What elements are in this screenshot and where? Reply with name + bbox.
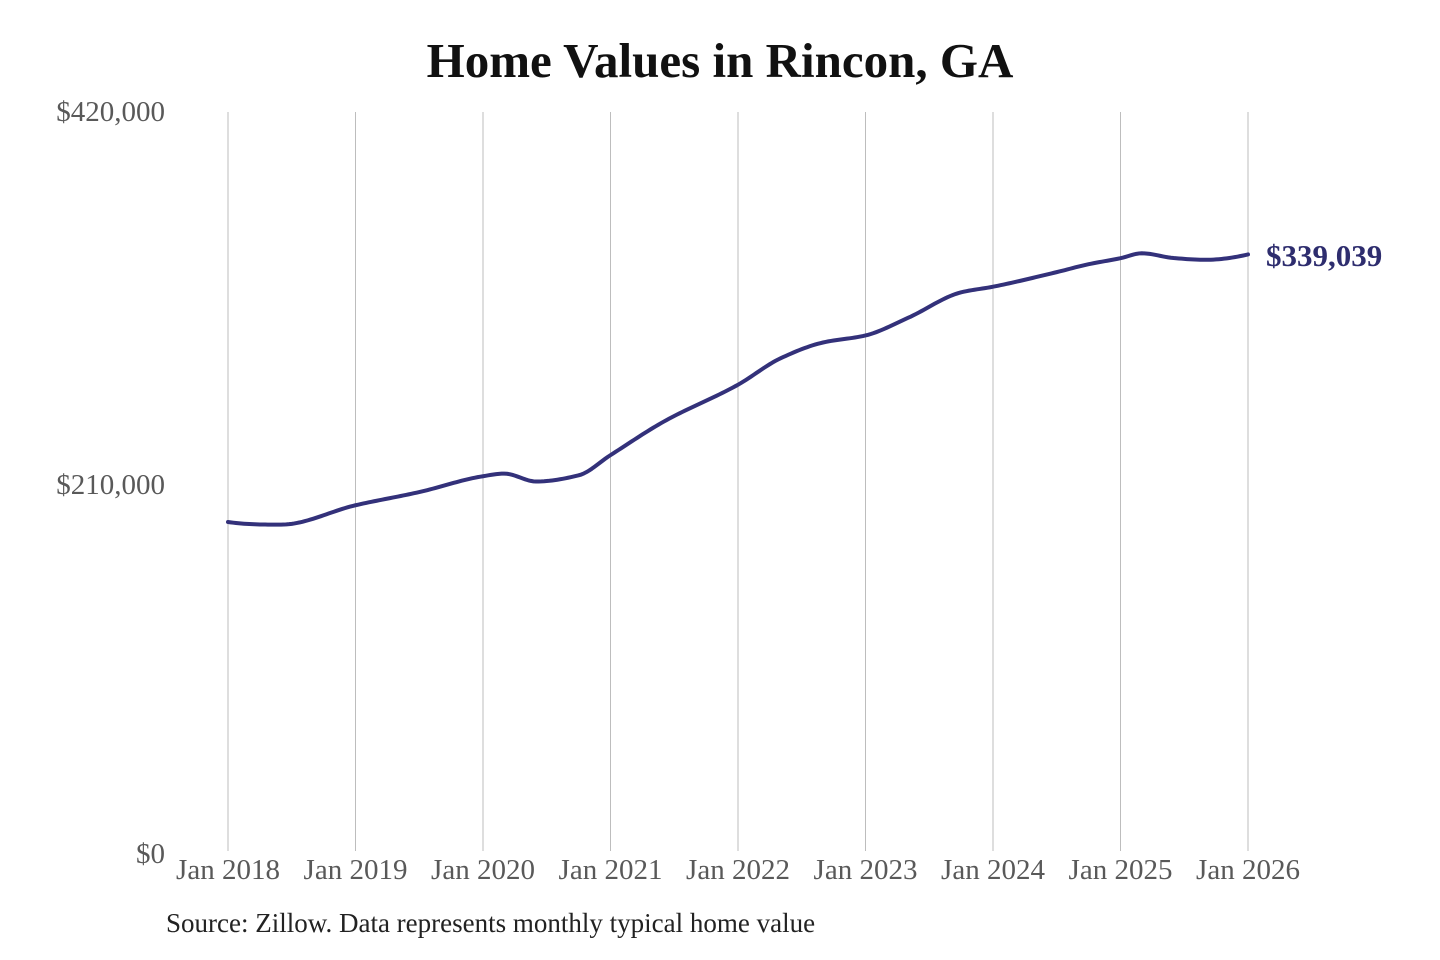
svg-text:Jan 2018: Jan 2018: [176, 854, 280, 886]
svg-text:Jan 2024: Jan 2024: [941, 854, 1045, 886]
svg-text:Jan 2023: Jan 2023: [814, 854, 918, 886]
svg-text:Jan 2021: Jan 2021: [559, 854, 663, 886]
svg-text:Jan 2019: Jan 2019: [304, 854, 408, 886]
svg-text:$420,000: $420,000: [56, 96, 165, 128]
svg-text:Jan 2026: Jan 2026: [1196, 854, 1300, 886]
svg-text:$339,039: $339,039: [1266, 238, 1382, 273]
svg-text:$210,000: $210,000: [56, 469, 165, 501]
svg-text:$0: $0: [136, 838, 165, 870]
svg-text:Jan 2020: Jan 2020: [431, 854, 535, 886]
svg-text:Jan 2022: Jan 2022: [686, 854, 790, 886]
svg-text:Jan 2025: Jan 2025: [1069, 854, 1173, 886]
